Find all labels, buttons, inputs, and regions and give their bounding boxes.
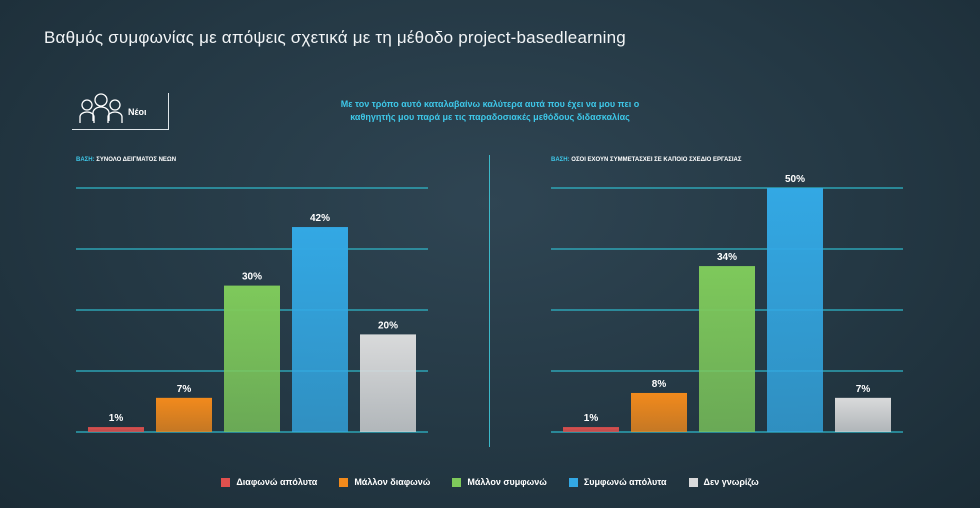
- subtitle-line-2: καθηγητής μου παρά με τις παραδοσιακές μ…: [350, 112, 630, 122]
- bar-value-label: 42%: [310, 213, 330, 224]
- bar-value-label: 7%: [856, 384, 871, 395]
- legend-label: Συμφωνώ απόλυτα: [583, 477, 667, 487]
- legend-label: Δεν γνωρίζω: [703, 477, 759, 487]
- bar: [360, 334, 416, 432]
- bar-value-label: 1%: [109, 413, 124, 424]
- legend-swatch: [452, 477, 462, 487]
- base-text-left: ΣΥΝΟΛΟ ΔΕΙΓΜΑΤΟΣ ΝΕΩΝ: [96, 157, 177, 163]
- bar-value-label: 8%: [652, 379, 667, 390]
- bar-value-label: 20%: [378, 320, 398, 331]
- base-prefix-right: ΒΑΣΗ:: [551, 157, 570, 163]
- base-text-right: ΟΣΟΙ ΕΧΟΥΝ ΣΥΜΜΕΤΑΣΧΕΙ ΣΕ ΚΑΠΟΙΟ ΣΧΕΔΙΟ …: [571, 157, 742, 163]
- legend-swatch: [339, 477, 349, 487]
- legend-swatch: [221, 477, 231, 487]
- base-note-right: ΒΑΣΗ: ΟΣΟΙ ΕΧΟΥΝ ΣΥΜΜΕΤΑΣΧΕΙ ΣΕ ΚΑΠΟΙΟ Σ…: [551, 157, 742, 163]
- bar-value-label: 30%: [242, 272, 262, 283]
- legend-item: Διαφωνώ απόλυτα: [221, 477, 317, 487]
- bar: [156, 397, 212, 432]
- bar: [835, 397, 891, 432]
- legend-item: Μάλλον συμφωνώ: [452, 477, 547, 487]
- group-label-box: Νέοι: [72, 93, 169, 130]
- legend-label: Μάλλον συμφωνώ: [467, 477, 547, 487]
- legend-item: Δεν γνωρίζω: [688, 477, 759, 487]
- bar-value-label: 50%: [785, 174, 805, 185]
- legend: Διαφωνώ απόλυτα Μάλλον διαφωνώ Μάλλον συ…: [0, 477, 980, 487]
- legend-item: Μάλλον διαφωνώ: [339, 477, 430, 487]
- chart-divider: [489, 155, 490, 447]
- legend-swatch: [568, 477, 578, 487]
- bar: [699, 266, 755, 432]
- chart-subtitle: Με τον τρόπο αυτό καταλαβαίνω καλύτερα α…: [270, 98, 710, 124]
- base-note-left: ΒΑΣΗ: ΣΥΝΟΛΟ ΔΕΙΓΜΑΤΟΣ ΝΕΩΝ: [76, 157, 176, 163]
- base-prefix-left: ΒΑΣΗ:: [76, 157, 95, 163]
- bar-value-label: 7%: [177, 384, 192, 395]
- bar-value-label: 1%: [584, 413, 599, 424]
- bar: [767, 188, 823, 432]
- people-group-icon: [79, 93, 123, 123]
- legend-item: Συμφωνώ απόλυτα: [568, 477, 667, 487]
- subtitle-line-1: Με τον τρόπο αυτό καταλαβαίνω καλύτερα α…: [340, 99, 640, 109]
- bar: [224, 285, 280, 432]
- bar: [88, 427, 144, 432]
- page-title: Βαθμός συμφωνίας με απόψεις σχετικά με τ…: [44, 28, 626, 47]
- bar: [292, 227, 348, 432]
- legend-swatch: [688, 477, 698, 487]
- legend-label: Μάλλον διαφωνώ: [354, 477, 431, 487]
- bar-value-label: 34%: [717, 252, 737, 263]
- bar: [631, 392, 687, 432]
- group-label: Νέοι: [128, 107, 147, 117]
- legend-label: Διαφωνώ απόλυτα: [236, 477, 318, 487]
- bar: [563, 427, 619, 432]
